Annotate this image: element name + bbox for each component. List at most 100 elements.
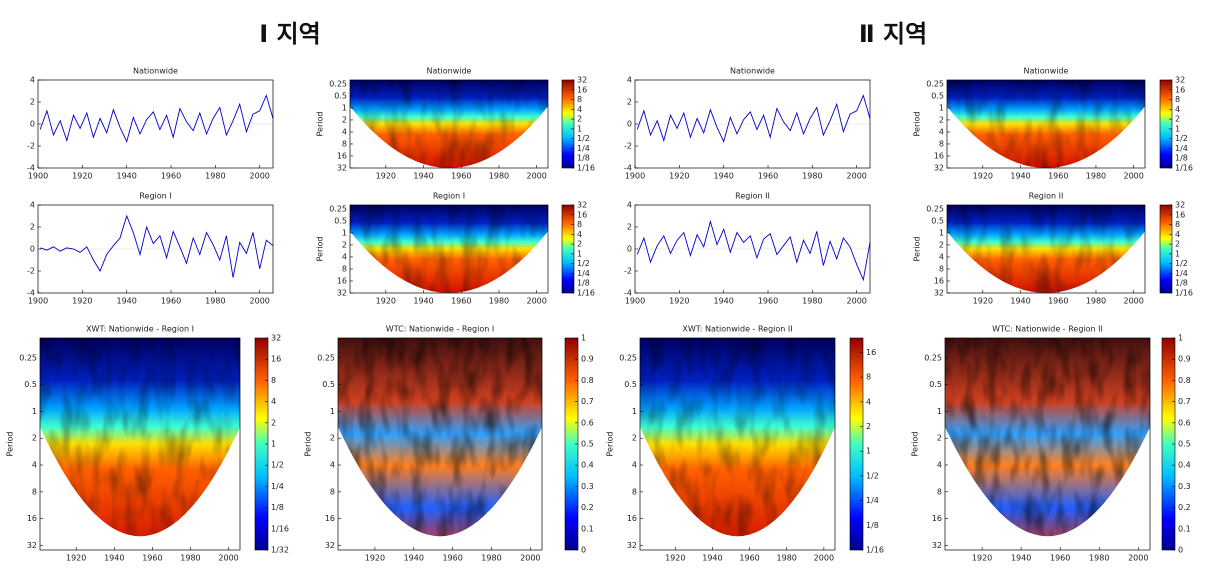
x-tick-label: 1940 bbox=[1011, 554, 1031, 563]
x-tick-label: 1960 bbox=[739, 554, 759, 563]
x-tick-label: 1960 bbox=[1050, 554, 1070, 563]
x-tick-label: 1920 bbox=[72, 172, 92, 181]
colorbar-tick-label: 1/4 bbox=[1175, 269, 1188, 278]
y-tick-label: 2 bbox=[30, 223, 35, 232]
colorbar-tick-label: 16 bbox=[866, 348, 876, 357]
x-tick-label: 1980 bbox=[180, 554, 200, 563]
y-tick-label: 1 bbox=[342, 103, 347, 112]
y-tick-label: 0.25 bbox=[19, 353, 37, 362]
colorbar-tick-label: 8 bbox=[1175, 220, 1180, 229]
colorbar-tick-label: 16 bbox=[271, 355, 281, 364]
y-tick-label: 8 bbox=[330, 487, 335, 496]
panel: XWT: Nationwide - Region I Period 32 16 8 4 2 1… bbox=[6, 325, 289, 563]
colorbar-tick-label: 0.4 bbox=[1178, 461, 1191, 470]
colorbar-tick-label: 0.3 bbox=[581, 482, 594, 491]
y-tick-label: 0.25 bbox=[619, 353, 637, 362]
x-tick-label: 1960 bbox=[1048, 172, 1068, 181]
y-tick-label: 0.5 bbox=[931, 216, 944, 225]
colorbar-tick-label: 0.6 bbox=[581, 418, 594, 427]
colorbar-tick-label: 0.9 bbox=[1178, 355, 1191, 364]
y-tick-label: 2 bbox=[627, 98, 632, 107]
x-tick-label: 2000 bbox=[527, 297, 547, 306]
y-tick-label: 0.5 bbox=[334, 91, 347, 100]
colorbar-tick-label: 1/8 bbox=[271, 503, 284, 512]
colorbar-tick-label: 2 bbox=[271, 418, 276, 427]
y-tick-label: 4 bbox=[939, 127, 944, 136]
y-tick-label: 16 bbox=[27, 514, 37, 523]
colorbar-tick-label: 1 bbox=[581, 334, 586, 343]
x-tick-label: 1980 bbox=[802, 172, 822, 181]
colorbar-tick-label: 4 bbox=[1175, 105, 1180, 114]
colorbar-tick-label: 8 bbox=[271, 376, 276, 385]
x-tick-label: 1940 bbox=[116, 297, 136, 306]
x-tick-label: 2000 bbox=[250, 172, 270, 181]
colorbar-tick-label: 1/2 bbox=[577, 134, 590, 143]
y-tick-label: 0.5 bbox=[624, 380, 637, 389]
colorbar-tick-label: 0.8 bbox=[581, 376, 594, 385]
spectrum-texture bbox=[947, 80, 1145, 168]
y-tick-label: 1 bbox=[937, 407, 942, 416]
panel-title: Nationwide bbox=[730, 67, 775, 76]
y-tick-label: 1 bbox=[330, 407, 335, 416]
y-tick-label: 16 bbox=[932, 514, 942, 523]
colorbar-tick-label: 8 bbox=[577, 95, 582, 104]
y-tick-label: -2 bbox=[624, 142, 632, 151]
y-tick-label: 4 bbox=[30, 76, 35, 85]
y-tick-label: 8 bbox=[939, 264, 944, 273]
y-tick-label: 2 bbox=[939, 115, 944, 124]
colorbar-tick-label: 0.8 bbox=[1178, 376, 1191, 385]
colorbar bbox=[1159, 204, 1173, 294]
y-tick-label: 0.25 bbox=[926, 79, 944, 88]
x-tick-label: 2000 bbox=[250, 297, 270, 306]
colorbar-tick-label: 1 bbox=[1175, 124, 1180, 133]
y-tick-label: 0.5 bbox=[929, 380, 942, 389]
colorbar-tick-label: 4 bbox=[577, 230, 582, 239]
colorbar bbox=[1159, 79, 1173, 169]
y-tick-label: 8 bbox=[342, 139, 347, 148]
y-tick-label: 32 bbox=[27, 541, 37, 550]
x-tick-label: 1920 bbox=[365, 554, 385, 563]
y-tick-label: 0.5 bbox=[931, 91, 944, 100]
colorbar bbox=[561, 79, 575, 169]
x-tick-label: 1920 bbox=[665, 554, 685, 563]
y-axis-label: Period bbox=[913, 112, 922, 137]
y-tick-label: 16 bbox=[934, 151, 944, 160]
y-tick-label: -2 bbox=[27, 267, 35, 276]
y-tick-label: 32 bbox=[337, 289, 347, 298]
spectrum-texture bbox=[350, 80, 548, 168]
x-tick-label: 1900 bbox=[625, 297, 645, 306]
colorbar-tick-label: 0.3 bbox=[1178, 482, 1191, 491]
colorbar-tick-label: 4 bbox=[1175, 230, 1180, 239]
y-axis-label: Period bbox=[913, 237, 922, 262]
y-tick-label: 32 bbox=[934, 289, 944, 298]
y-tick-label: 16 bbox=[934, 276, 944, 285]
x-tick-label: 1980 bbox=[777, 554, 797, 563]
x-tick-label: 1920 bbox=[376, 172, 396, 181]
spectrum-texture bbox=[947, 205, 1145, 293]
colorbar-tick-label: 1/2 bbox=[1175, 134, 1188, 143]
panel: WTC: Nationwide - Region II Period 0 0.1 0.2… bbox=[911, 325, 1191, 563]
colorbar-tick-label: 1/16 bbox=[577, 164, 595, 173]
colorbar-tick-label: 32 bbox=[271, 334, 281, 343]
colorbar-tick-label: 0.5 bbox=[1178, 440, 1191, 449]
colorbar-tick-label: 0.6 bbox=[1178, 418, 1191, 427]
colorbar-tick-label: 2 bbox=[577, 240, 582, 249]
x-tick-label: 2000 bbox=[527, 172, 547, 181]
colorbar-tick-label: 0.4 bbox=[581, 461, 594, 470]
colorbar-tick-label: 1/8 bbox=[1175, 279, 1188, 288]
y-tick-label: 16 bbox=[337, 276, 347, 285]
y-tick-label: 1 bbox=[32, 407, 37, 416]
panel-title: Region II bbox=[1029, 192, 1064, 201]
x-tick-label: 1940 bbox=[413, 172, 433, 181]
x-tick-label: 1920 bbox=[376, 297, 396, 306]
panel-title: Nationwide bbox=[133, 67, 178, 76]
colorbar-tick-label: 4 bbox=[866, 397, 871, 406]
y-tick-label: 1 bbox=[342, 228, 347, 237]
colorbar-tick-label: 32 bbox=[1175, 201, 1185, 210]
y-tick-label: 4 bbox=[32, 461, 37, 470]
axes-frame bbox=[349, 79, 549, 169]
x-tick-label: 2000 bbox=[847, 172, 867, 181]
series-line bbox=[40, 214, 274, 278]
y-tick-label: 32 bbox=[627, 541, 637, 550]
y-tick-label: 1 bbox=[939, 228, 944, 237]
